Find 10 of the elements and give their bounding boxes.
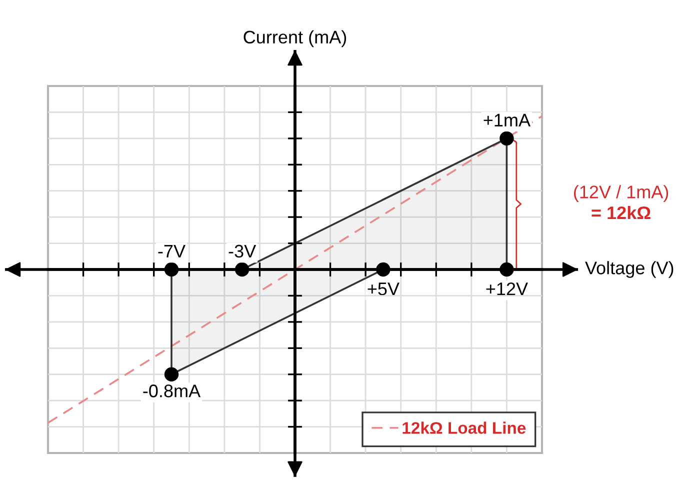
data-label: -0.8mA (143, 384, 201, 398)
text: (12V / 1mA) = 12kΩ (574, 185, 668, 220)
annotation: -7V (158, 245, 186, 258)
legend-label: 12kΩ Load Line (402, 422, 526, 434)
annotation: -3V (228, 244, 256, 258)
data-label: +1mA (484, 114, 531, 126)
y-axis-title: Current (mA) (244, 30, 346, 48)
x-axis-title: Voltage (V) (585, 261, 674, 278)
x-tick-label: +12V (486, 282, 528, 296)
x-tick-label: +5V (368, 282, 400, 296)
